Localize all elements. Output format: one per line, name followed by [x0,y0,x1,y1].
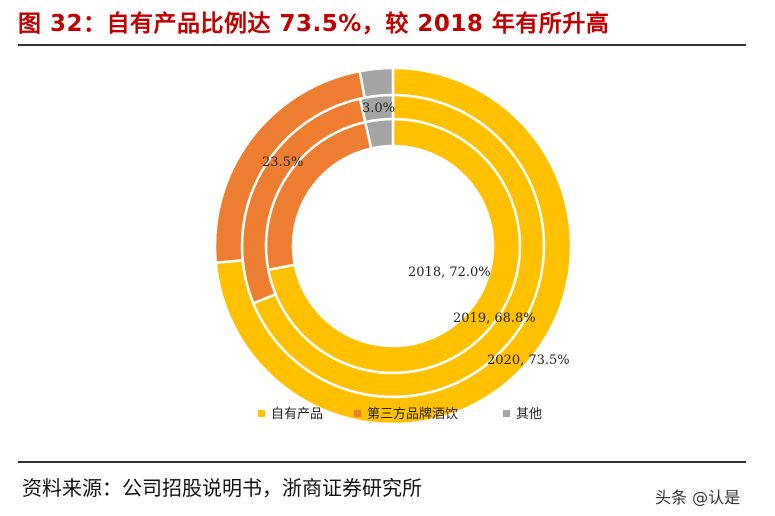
outer-slice-label-1: 23.5% [262,155,303,170]
legend-label-own-products: 自有产品 [271,407,323,422]
ring-label-2018: 2018, 72.0% [408,265,491,280]
source-note: 资料来源：公司招股说明书，浙商证券研究所 [22,476,422,500]
source-rule [18,461,746,463]
watermark: 头条 @认是 [655,488,741,507]
figure-title: 图 32：自有产品比例达 73.5%，较 2018 年有所升高 [18,11,610,37]
slice-2020-own-products [214,66,573,426]
donut-chart: 2018, 72.0% 2019, 68.8% 2020, 73.5% 23.5% 3.… [213,66,573,426]
slice-2020-other [358,66,395,100]
ring-label-2020: 2020, 73.5% [487,353,570,368]
ring-label-2019: 2019, 68.8% [453,311,536,326]
legend-swatch-other [503,410,510,417]
title-rule [18,44,746,46]
legend-label-third-party-brands: 第三方品牌酒饮 [367,406,458,422]
legend-label-other: 其他 [516,407,542,422]
legend-swatch-own-products [258,410,265,417]
legend-swatch-third-party-brands [354,410,361,417]
slice-2018-other [363,117,395,150]
outer-slice-label-2: 3.0% [362,101,395,116]
